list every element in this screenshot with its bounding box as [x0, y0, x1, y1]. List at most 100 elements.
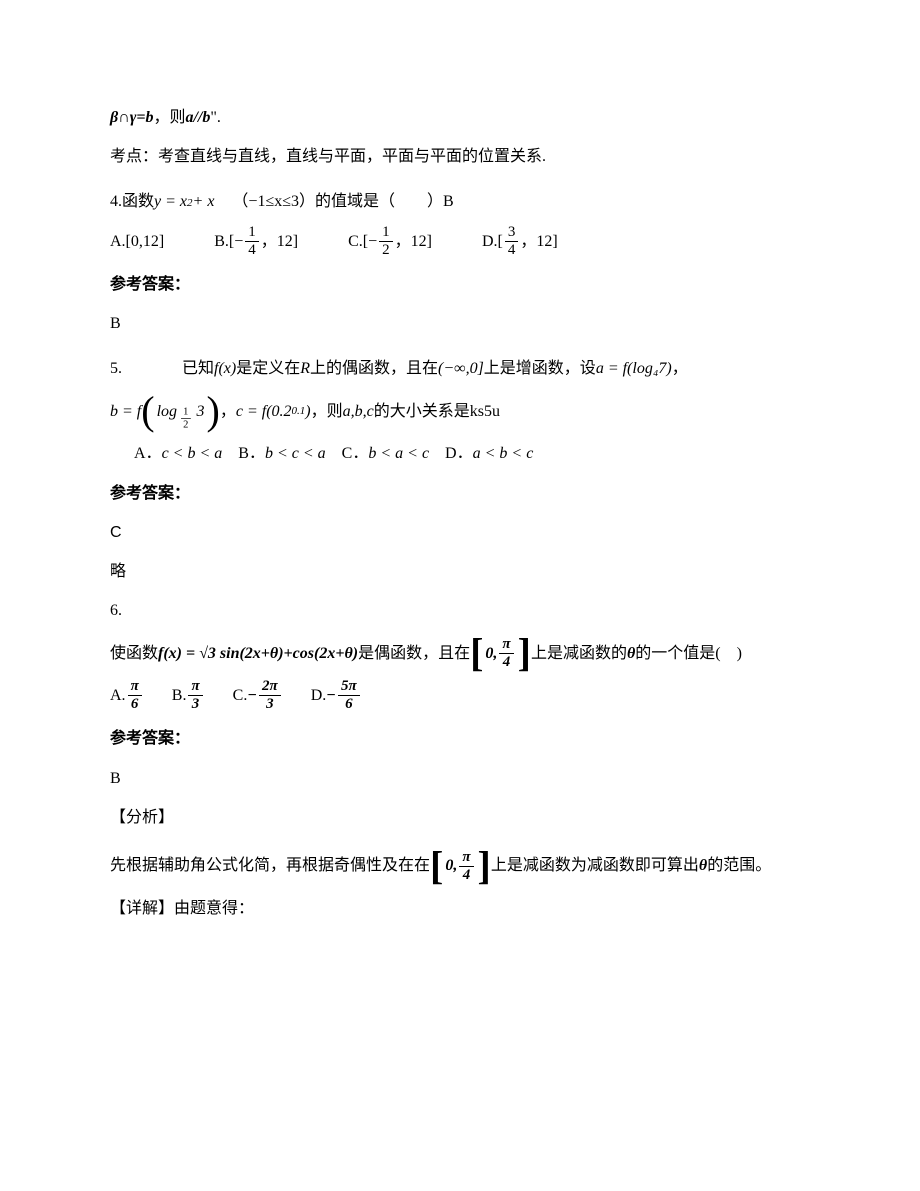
interval-frac2: π4	[459, 850, 473, 883]
q5-optD: D．	[445, 445, 473, 462]
q5-optA-f: c < b < a	[162, 445, 223, 462]
frac-den: 6	[342, 696, 356, 712]
q5-lue: 略	[110, 554, 810, 589]
q6-optD-wrap: D. − 5π6	[311, 678, 362, 713]
q4-optD-pre: D.[	[482, 233, 503, 250]
q6-optD-pre: −	[326, 678, 336, 713]
q6-f-lhs: f(x) = √3 sin(2x+θ)+cos(2x+θ)	[158, 636, 358, 671]
q4-optC: C.[−12，12]	[348, 224, 432, 259]
q6-interval: [ 0,π4 ]	[470, 632, 531, 674]
frac-den: 2	[379, 242, 393, 258]
q5-f4: a = f(log₄7)	[596, 351, 672, 386]
q5-f1: f(x)	[214, 351, 236, 386]
q5-optD-wrap: D．a < b < c	[445, 436, 533, 471]
q6-fenxi-text: 先根据辅助角公式化简，再根据奇偶性及在在 [ 0,π4 ] 上是减函数为减函数即…	[110, 845, 810, 887]
q4-ans: B	[110, 306, 810, 341]
q4-optB-post: ，12]	[261, 233, 298, 250]
frac-den: 6	[128, 696, 142, 712]
q4-ans-label: 参考答案：	[110, 267, 810, 302]
right-bracket: ]	[478, 846, 491, 886]
frac-num: π	[499, 637, 513, 654]
q5-b-paren: ( log123 )	[141, 390, 220, 432]
frac-num: 1	[245, 225, 259, 242]
q5-abc: a,b,c	[343, 394, 374, 429]
q4-optC-pre: C.[−	[348, 233, 377, 250]
q6-optA: A.	[110, 678, 126, 713]
q6-theta2: θ	[699, 848, 707, 883]
q6-options: A. π6 B. π3 C. − 2π3 D. − 5π6	[110, 678, 810, 713]
frac-num: 1	[181, 407, 190, 419]
q6-optB-wrap: B. π3	[172, 678, 205, 713]
q5-t3: 上的偶函数，且在	[310, 351, 438, 386]
frac-num: π	[459, 850, 473, 867]
q4-optA: A.[0,12]	[110, 224, 164, 259]
q5-t2: 是定义在	[236, 351, 300, 386]
frac-num: π	[188, 679, 202, 696]
q6-xiangjie: 【详解】由题意得：	[110, 891, 810, 926]
q6-t4: 的一个值是( )	[635, 636, 742, 671]
t-ze: ，则	[153, 100, 185, 135]
q5-b-content: log123	[155, 394, 207, 429]
q5-optD-f: a < b < c	[473, 445, 534, 462]
q6-ans-label: 参考答案：	[110, 721, 810, 756]
interval-frac: π4	[499, 637, 513, 670]
q6-t2: 是偶函数，且在	[358, 636, 470, 671]
q4-options: A.[0,12] B.[−14，12] C.[−12，12] D.[34，12]	[110, 224, 810, 259]
q4-optC-frac: 12	[379, 225, 393, 258]
q6-optA-frac: π6	[128, 679, 142, 712]
q6-stem: 使函数 f(x) = √3 sin(2x+θ)+cos(2x+θ) 是偶函数，且…	[110, 632, 810, 674]
q4-optD: D.[34，12]	[482, 224, 558, 259]
kaodian-text: 考点：考查直线与直线，直线与平面，平面与平面的位置关系.	[110, 139, 546, 174]
kaodian-line: 考点：考查直线与直线，直线与平面，平面与平面的位置关系.	[110, 139, 810, 174]
q4-formula1: y = x	[154, 184, 187, 219]
q5-t6: ，则	[311, 394, 343, 429]
frac-den: 4	[500, 654, 514, 670]
interval-0: 0	[485, 636, 493, 671]
q6-optC-frac: 2π3	[259, 679, 281, 712]
q5-prefix: 5.	[110, 351, 122, 386]
q6-t7: 的范围。	[707, 848, 771, 883]
q5-optA-wrap: A．c < b < a	[134, 436, 222, 471]
q6-interval2: [ 0,π4 ]	[430, 845, 491, 887]
q5-ans: C	[110, 515, 810, 550]
frac-den: 4	[505, 242, 519, 258]
q4-stem: 4.函数 y = x2+ x （−1≤x≤3）的值域是（ ）B	[110, 184, 810, 219]
q6-optC-pre: −	[247, 678, 257, 713]
q5-c-eq: ，	[220, 394, 236, 429]
q5-optB-f: b < c < a	[265, 445, 326, 462]
frac-num: 2π	[259, 679, 281, 696]
q6-optC-wrap: C. − 2π3	[233, 678, 283, 713]
q5-t1: 已知	[182, 351, 214, 386]
frac-num: π	[128, 679, 142, 696]
q4-optB-pre: B.[−	[214, 233, 243, 250]
interval-0b: 0	[445, 848, 453, 883]
q5-optC-f: b < a < c	[368, 445, 429, 462]
q6-optB: B.	[172, 678, 187, 713]
q6-t3: 上是减函数的	[531, 636, 627, 671]
line-formula-intro: β∩γ=b ，则 a//b ".	[110, 100, 810, 135]
q4-optD-frac: 34	[505, 225, 519, 258]
q6-optC: C.	[233, 678, 248, 713]
formula-a-par-b: a//b	[185, 100, 210, 135]
q6-ans: B	[110, 761, 810, 796]
q5-b-eq: b = f	[110, 394, 141, 429]
formula-beta-gamma: β∩γ=b	[110, 100, 153, 135]
q5-t5: ，	[672, 351, 688, 386]
frac-den: 4	[245, 242, 259, 258]
q4-optD-post: ，12]	[520, 233, 557, 250]
q6-t5: 先根据辅助角公式化简，再根据奇偶性及在在	[110, 848, 430, 883]
q5-stem2: b = f ( log123 ) ， c = f(0.20.1) ，则 a,b,…	[110, 390, 810, 432]
q6-prefix: 6.	[110, 593, 810, 628]
right-bracket: ]	[518, 633, 531, 673]
frac-den: 3	[263, 696, 277, 712]
q6-theta: θ	[627, 636, 635, 671]
q5-optA: A．	[134, 445, 162, 462]
left-bracket: [	[470, 633, 483, 673]
q5-optC: C．	[342, 445, 369, 462]
q5-f2: R	[300, 351, 310, 386]
q6-optD: D.	[311, 678, 327, 713]
q6-optD-frac: 5π6	[338, 679, 360, 712]
q4-formula2: + x	[193, 184, 215, 219]
q5-c-formula: c = f(0.2	[236, 394, 292, 429]
left-bracket: [	[430, 846, 443, 886]
